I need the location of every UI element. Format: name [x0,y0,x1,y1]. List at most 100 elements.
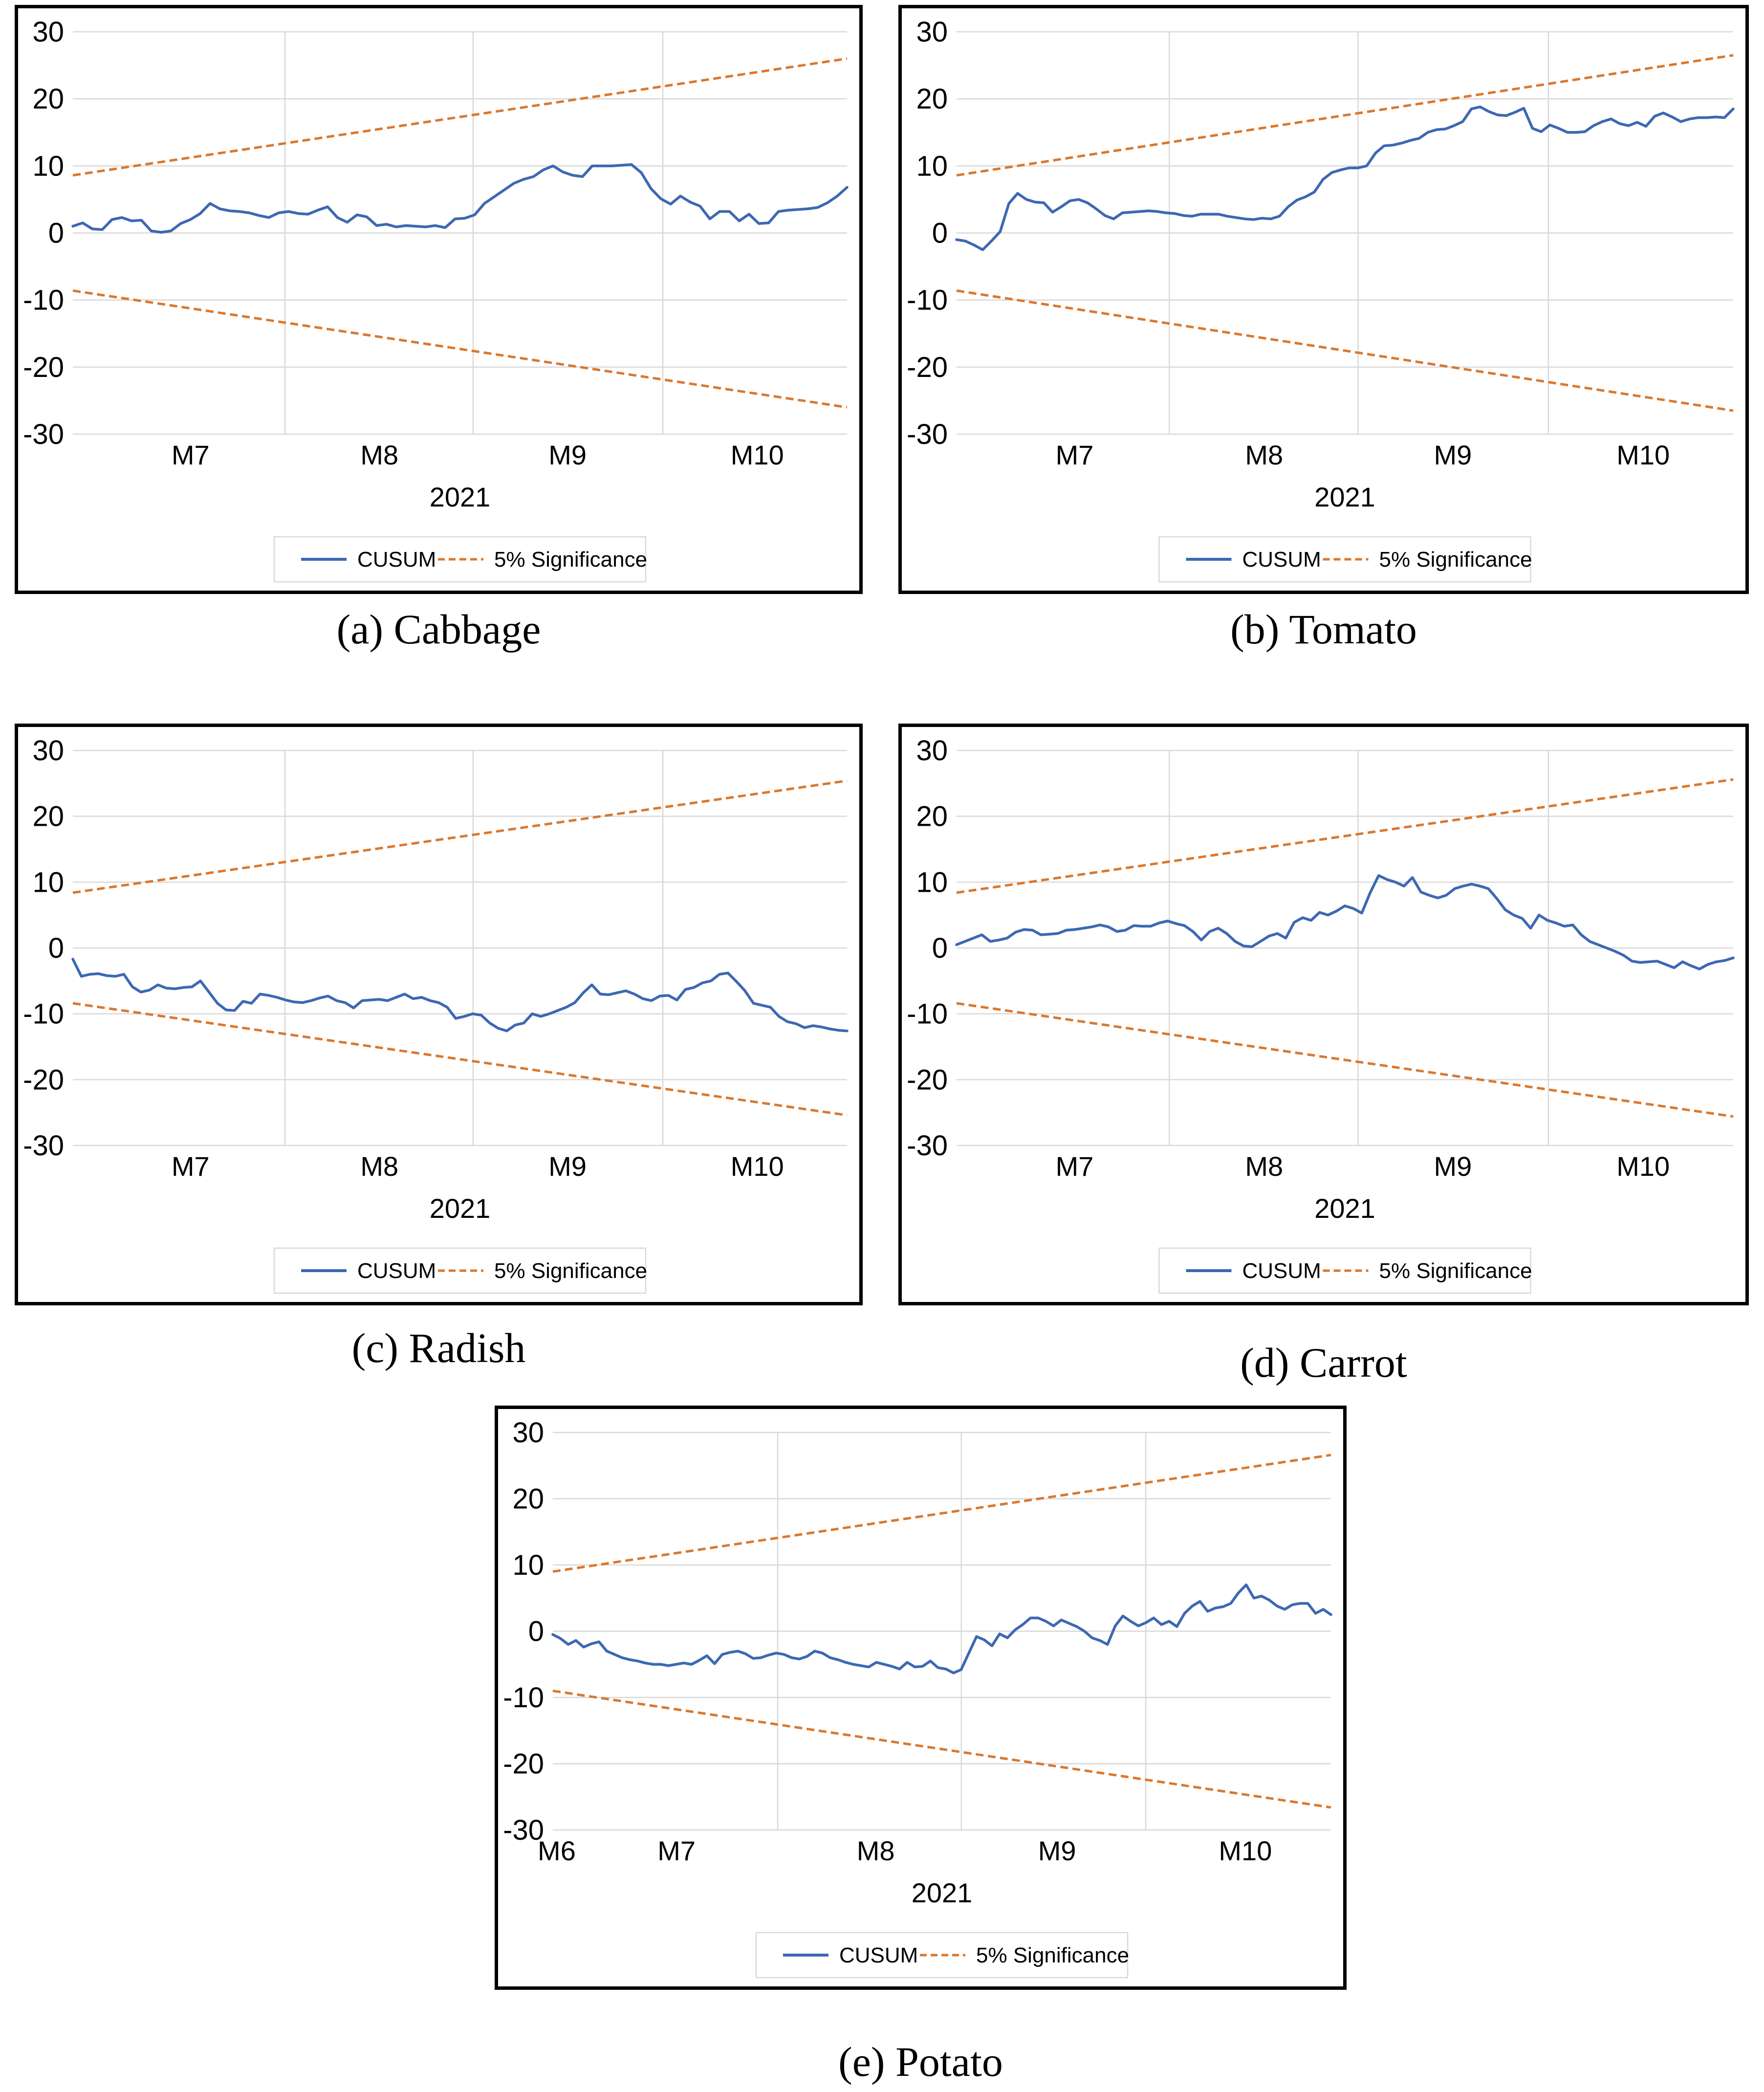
svg-text:-10: -10 [907,998,948,1030]
svg-text:M9: M9 [1038,1835,1076,1866]
svg-text:-10: -10 [503,1682,544,1714]
legend-significance-label: 5% Significance [1379,1259,1532,1283]
x-axis-year-label: 2021 [1314,482,1375,512]
cusum-line [71,163,849,234]
svg-text:10: 10 [916,866,948,898]
x-axis-labels: M7 M8 M9 M10 [172,440,784,470]
svg-text:M7: M7 [1056,440,1094,470]
svg-text:M8: M8 [857,1835,895,1866]
x-axis-year-label: 2021 [912,1877,973,1908]
chart-panel-radish: 30 20 10 0 -10 -20 -30 M7 M8 M9 M10 2021 CUSUM 5% Sig… [15,724,863,1305]
svg-text:M10: M10 [1616,1151,1670,1182]
svg-text:M10: M10 [731,1151,784,1182]
x-axis-labels: M7 M8 M9 M10 [172,1151,784,1182]
significance-bands [956,778,1734,1118]
legend-significance-label: 5% Significance [1379,548,1532,572]
chart-panel-carrot: 30 20 10 0 -10 -20 -30 M7 M8 M9 M10 2021 CUSUM 5% Sig… [898,724,1749,1305]
legend-cusum-label: CUSUM [839,1943,918,1967]
svg-text:0: 0 [932,932,948,964]
svg-text:30: 30 [32,16,64,48]
y-axis-labels: 30 20 10 0 -10 -20 -30 [907,16,948,450]
svg-text:0: 0 [528,1616,544,1648]
svg-text:M9: M9 [548,1151,587,1182]
legend: CUSUM 5% Significance [755,1932,1129,1979]
svg-text:M10: M10 [1616,440,1670,470]
legend-significance-label: 5% Significance [494,1259,647,1283]
gridlines [73,749,847,1146]
svg-text:M8: M8 [360,1151,398,1182]
svg-text:M7: M7 [172,1151,210,1182]
svg-text:30: 30 [512,1417,544,1449]
significance-bands [72,779,848,1117]
legend: CUSUM 5% Significance [1158,536,1532,583]
significance-upper-line [552,1453,1331,1573]
significance-upper-line [72,779,848,894]
svg-text:-30: -30 [907,418,948,450]
caption-cabbage: (a) Cabbage [336,606,541,653]
svg-text:0: 0 [932,218,948,249]
legend-cusum-label: CUSUM [357,1259,436,1283]
svg-text:M9: M9 [1434,1151,1472,1182]
svg-text:M7: M7 [172,440,210,470]
svg-text:-20: -20 [907,352,948,383]
cusum-line [551,1583,1332,1674]
chart-panel-potato: 30 20 10 0 -10 -20 -30 M6 M7 M8 M9 M10 2021 CUSUM 5% S… [495,1406,1347,1990]
gridlines [957,31,1733,435]
svg-text:M9: M9 [1434,440,1472,470]
svg-text:20: 20 [916,83,948,115]
significance-lower-line [72,1002,848,1117]
svg-text:10: 10 [32,150,64,182]
significance-bands [552,1453,1331,1809]
svg-text:10: 10 [916,150,948,182]
svg-text:10: 10 [512,1549,544,1581]
svg-text:-30: -30 [23,1130,64,1162]
svg-text:30: 30 [916,735,948,767]
legend: CUSUM 5% Significance [273,1247,647,1294]
svg-text:-30: -30 [907,1130,948,1162]
x-axis-year-label: 2021 [430,482,491,512]
y-axis-labels: 30 20 10 0 -10 -20 -30 [503,1417,544,1846]
svg-text:-20: -20 [23,352,64,383]
gridlines [73,31,847,435]
svg-text:-20: -20 [907,1064,948,1096]
svg-text:M8: M8 [1245,1151,1283,1182]
svg-text:20: 20 [916,801,948,833]
legend: CUSUM 5% Significance [1158,1247,1532,1294]
svg-text:-10: -10 [23,998,64,1030]
svg-text:20: 20 [32,801,64,833]
svg-text:30: 30 [916,16,948,48]
svg-text:M7: M7 [1056,1151,1094,1182]
caption-radish: (c) Radish [351,1324,526,1371]
svg-text:0: 0 [48,218,64,249]
cusum-chart-tomato: 30 20 10 0 -10 -20 -30 M7 M8 M9 M10 2021 CUSUM 5% Sig… [907,16,1735,583]
svg-text:-20: -20 [503,1748,544,1780]
cusum-chart-cabbage: 30 20 10 0 -10 -20 -30 M7 M8 M9 M10 2021 CUSUM 5% Sig… [23,16,849,583]
y-axis-labels: 30 20 10 0 -10 -20 -30 [907,735,948,1162]
significance-bands [956,54,1734,412]
cusum-line [71,958,849,1033]
legend-cusum-label: CUSUM [357,548,436,572]
caption-carrot: (d) Carrot [1240,1339,1407,1386]
svg-text:M8: M8 [360,440,398,470]
y-axis-labels: 30 20 10 0 -10 -20 -30 [23,735,64,1162]
y-axis-labels: 30 20 10 0 -10 -20 -30 [23,16,64,450]
cusum-line [955,874,1735,970]
caption-tomato: (b) Tomato [1230,606,1417,653]
legend-cusum-label: CUSUM [1242,1259,1321,1283]
x-axis-year-label: 2021 [1314,1193,1375,1224]
cusum-chart-radish: 30 20 10 0 -10 -20 -30 M7 M8 M9 M10 2021 CUSUM 5% Sig… [23,735,849,1294]
caption-potato: (e) Potato [838,2038,1003,2085]
gridlines [553,1431,1331,1831]
x-axis-labels: M6 M7 M8 M9 M10 [538,1835,1272,1866]
svg-text:-20: -20 [23,1064,64,1096]
x-axis-labels: M7 M8 M9 M10 [1056,1151,1670,1182]
svg-text:20: 20 [512,1483,544,1515]
gridlines [957,749,1733,1146]
svg-text:30: 30 [32,735,64,767]
significance-upper-line [72,57,848,177]
significance-lower-line [956,1002,1734,1118]
x-axis-labels: M7 M8 M9 M10 [1056,440,1670,470]
svg-text:M8: M8 [1245,440,1283,470]
chart-panel-tomato: 30 20 10 0 -10 -20 -30 M7 M8 M9 M10 2021 CUSUM 5% Sig… [898,5,1749,594]
chart-panel-cabbage: 30 20 10 0 -10 -20 -30 M7 M8 M9 M10 2021 CUSUM 5% Sig… [15,5,863,594]
